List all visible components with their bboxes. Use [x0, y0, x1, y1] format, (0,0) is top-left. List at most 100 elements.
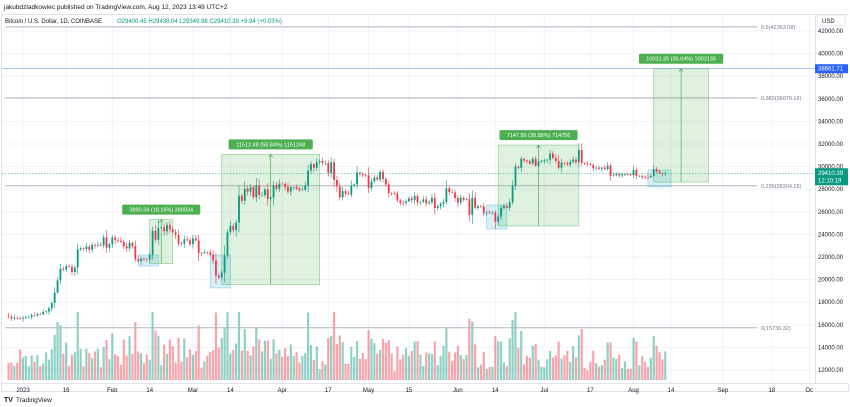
- volume-bar: [589, 361, 592, 380]
- volume-bar: [655, 345, 658, 380]
- volume-bar: [237, 312, 241, 380]
- volume-bar: [116, 355, 120, 380]
- candle-body: [229, 225, 232, 233]
- fib-retracement[interactable]: 0.5(42363.08) 0.382(36079.16) 0.236(28304.…: [5, 25, 802, 332]
- volume-bar: [235, 343, 238, 380]
- volume-bar: [91, 358, 94, 380]
- candle-body: [626, 173, 629, 175]
- volume-bar: [139, 353, 143, 380]
- candle-body: [183, 239, 186, 244]
- bar-countdown: 12:10:19: [818, 178, 842, 184]
- candle-body: [410, 198, 413, 201]
- price-range-measure[interactable]: 7147.56 (28.88%) 714756: [497, 130, 580, 227]
- price-tick-label: 36000.00: [818, 97, 844, 103]
- candle-body: [88, 246, 91, 250]
- candle-body: [468, 199, 471, 215]
- volume-bar: [632, 337, 635, 380]
- time-axis[interactable]: 2023 16 Feb 14 Mar 14 Apr 17 May 15 Jun 14 Jul 17 Aug 1…: [16, 388, 813, 394]
- volume-bar: [430, 354, 434, 380]
- candle-body: [278, 183, 281, 189]
- volume-bar: [597, 366, 601, 380]
- candle-body: [595, 167, 598, 169]
- tradingview-logo[interactable]: TV TradingView: [4, 397, 52, 404]
- volume-bar: [422, 365, 425, 380]
- volume-bar: [459, 355, 462, 380]
- volume-bar: [537, 359, 540, 380]
- candle-body: [269, 197, 272, 199]
- candle-body: [459, 197, 462, 203]
- candle-body: [503, 206, 505, 209]
- candle-body: [151, 230, 154, 255]
- volume-bar: [566, 350, 569, 380]
- volume-bar: [523, 364, 526, 380]
- candle-body: [82, 248, 85, 249]
- volume-bar: [93, 351, 97, 380]
- volume-bar: [649, 357, 652, 380]
- candle-body: [197, 240, 200, 253]
- candle-body: [240, 195, 243, 201]
- volume-bar: [618, 354, 621, 380]
- price-range-measures[interactable]: 3890.34 (18.16%) 389034 11512.48 (58.84%)…: [122, 53, 724, 285]
- candle-body: [154, 230, 157, 240]
- price-range-measure[interactable]: 11512.48 (58.84%) 1151248: [221, 139, 320, 285]
- volume-bar: [586, 370, 589, 380]
- candle-body: [445, 188, 448, 202]
- candle-body: [50, 302, 53, 309]
- horizontal-line-badge: [815, 64, 848, 74]
- volume-bar: [24, 355, 27, 380]
- volume-bar: [243, 328, 246, 380]
- measure-label: 7147.56 (28.88%) 714756: [507, 133, 571, 139]
- volume-bar: [569, 361, 572, 380]
- volume-bar: [505, 366, 508, 380]
- candle-body: [307, 170, 310, 186]
- candle-body: [318, 161, 321, 163]
- time-tick-label: 14: [492, 388, 499, 394]
- candle-body: [13, 317, 16, 319]
- candle-body: [238, 195, 240, 223]
- candle-body: [465, 199, 468, 200]
- candle-body: [356, 172, 358, 185]
- volume-bar: [226, 312, 229, 380]
- candle-body: [364, 175, 367, 176]
- candle-body: [194, 238, 197, 241]
- candle-body: [543, 159, 546, 162]
- candle-body: [408, 198, 410, 202]
- volume-bar: [419, 354, 422, 380]
- currency-button[interactable]: [816, 14, 846, 27]
- price-range-measure[interactable]: 10031.35 (35.04%) 1003135: [638, 53, 724, 183]
- volume-bar: [635, 341, 638, 380]
- candle-body: [27, 317, 30, 318]
- candle-body: [658, 171, 661, 174]
- volume-bar: [249, 355, 252, 380]
- candle-body: [649, 175, 652, 178]
- candle-body: [382, 171, 384, 180]
- candle-body: [534, 158, 537, 166]
- measure-label: 10031.35 (35.04%) 1003135: [646, 57, 716, 63]
- volume-bar: [82, 366, 85, 380]
- volume-bar: [105, 339, 108, 380]
- volume-bar: [21, 357, 25, 380]
- volume-bar: [272, 339, 275, 380]
- candle-body: [96, 244, 99, 246]
- volume-bar: [131, 354, 134, 380]
- candle-body: [327, 162, 330, 173]
- candle-body: [370, 181, 373, 189]
- volume-bar: [600, 365, 603, 380]
- highlight-rectangles[interactable]: [137, 169, 672, 289]
- arrow-up-icon: [536, 144, 541, 149]
- volume-bar: [643, 362, 647, 380]
- volume-bar: [165, 354, 169, 380]
- volume-bar: [543, 367, 546, 380]
- volume-bar: [278, 349, 281, 380]
- candle-body: [134, 246, 137, 260]
- volume-bar: [206, 355, 209, 380]
- candle-body: [448, 188, 451, 193]
- candle-body: [557, 160, 560, 168]
- candle-body: [612, 175, 615, 176]
- price-axis[interactable]: [815, 15, 849, 383]
- candle-body: [336, 179, 338, 187]
- candle-body: [212, 254, 214, 261]
- candle-body: [477, 206, 479, 208]
- volume-bar: [214, 312, 218, 380]
